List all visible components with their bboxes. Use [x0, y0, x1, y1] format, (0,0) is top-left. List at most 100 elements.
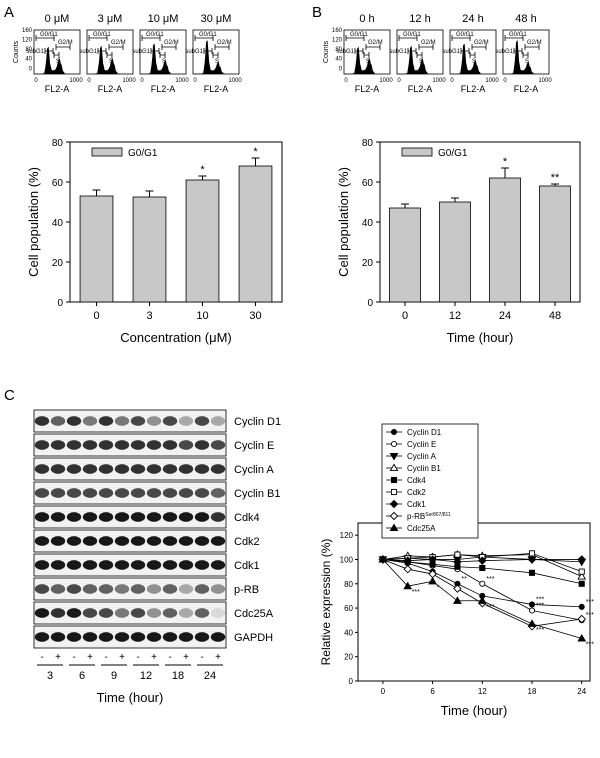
blot-band — [146, 440, 162, 450]
gate-g0g1 — [194, 35, 214, 41]
ytick-label: 80 — [52, 138, 64, 149]
blot-band — [98, 632, 114, 642]
histogram-xlabel: FL2-A — [151, 84, 176, 94]
blot-band — [114, 560, 130, 570]
blot-band — [162, 608, 178, 618]
significance-mark: * — [437, 584, 440, 591]
blot-band — [130, 608, 146, 618]
blot-band — [66, 464, 82, 474]
ytick-label: 80 — [344, 580, 353, 589]
blot-band — [210, 440, 226, 450]
gate-label-subg1: subG1 — [442, 49, 460, 55]
blot-band — [178, 512, 194, 522]
gate-subg1 — [407, 48, 417, 54]
gate-s — [522, 52, 529, 58]
series-marker — [577, 555, 586, 564]
ytick-label: 20 — [52, 258, 64, 269]
significance-mark: *** — [486, 604, 494, 611]
blot-band — [194, 632, 210, 642]
bar — [389, 207, 421, 303]
gate-label-g0g1: G0/G1 — [40, 32, 58, 38]
blot-label: Cyclin B1 — [234, 488, 280, 500]
series-cdc25a: ************* — [378, 554, 594, 648]
blot-band — [82, 512, 98, 522]
histogram-profile — [140, 43, 186, 74]
gate-g0g1 — [88, 35, 108, 41]
lane-sign: + — [87, 652, 93, 663]
histogram-xtick: 1000 — [228, 78, 242, 84]
blot-band — [98, 536, 114, 546]
blot-band — [210, 608, 226, 618]
series-marker — [389, 452, 399, 461]
blot-band — [130, 416, 146, 426]
blot-band — [178, 416, 194, 426]
x-axis-label: Time (hour) — [447, 330, 514, 345]
histogram-ytick: 0 — [339, 66, 343, 72]
histogram-profile — [503, 40, 549, 74]
histogram-title: 30 μM — [201, 13, 232, 25]
histogram-xtick: 1000 — [538, 78, 552, 84]
gate-s — [212, 52, 219, 58]
blot-band — [50, 512, 66, 522]
blot-strip — [33, 625, 227, 649]
gate-label-g2m: G2/M — [58, 40, 73, 46]
legend-label: Cdk4 — [407, 476, 426, 485]
legend-superscript: Ser807/811 — [425, 512, 451, 518]
blot-strip — [33, 409, 227, 433]
bar — [79, 195, 114, 303]
blot-band — [98, 608, 114, 618]
gate-subg1 — [150, 48, 160, 54]
series-marker — [528, 607, 536, 614]
blot-band — [210, 536, 226, 546]
significance-mark: * — [503, 156, 508, 168]
series-marker — [528, 569, 536, 576]
blot-band — [50, 608, 66, 618]
gate-g2m — [524, 44, 540, 50]
gate-label-g0g1: G0/G1 — [93, 32, 111, 38]
blot-band — [210, 416, 226, 426]
blot-x-axis-label: Time (hour) — [97, 690, 164, 705]
blot-label: p-RB — [234, 584, 259, 596]
series-marker — [528, 550, 536, 557]
bar-chart-time: 0 20 40 60 80 0 12 24 * 48 ** G0/G1 Time (hour) Cell … — [336, 138, 581, 345]
xtick-label: 30 — [249, 310, 261, 322]
significance-mark: *** — [412, 589, 420, 596]
series-marker — [479, 564, 486, 572]
histogram-ytick: 80 — [25, 47, 32, 53]
ytick-label: 100 — [340, 555, 354, 564]
xtick-label: 0 — [381, 687, 386, 696]
blot-band — [162, 560, 178, 570]
gate-g2m — [365, 44, 381, 50]
significance-mark: *** — [486, 576, 494, 583]
bar — [439, 201, 471, 303]
lane-sign: + — [119, 652, 125, 663]
series-marker — [389, 523, 399, 532]
series-marker — [389, 511, 399, 521]
gate-label-g0g1: G0/G1 — [456, 32, 474, 38]
gate-label-s: S — [366, 59, 370, 65]
blot-band — [98, 464, 114, 474]
blot-band — [114, 464, 130, 474]
gate-label-subg1: subG1 — [336, 49, 354, 55]
histogram-ytick: 120 — [22, 38, 33, 44]
series-marker — [578, 568, 585, 575]
gate-label-g2m: G2/M — [474, 40, 489, 46]
blot-band — [210, 488, 226, 498]
series-marker — [389, 499, 399, 509]
blot-band — [162, 584, 178, 594]
blot-band — [50, 560, 66, 570]
gate-s — [363, 52, 370, 58]
histogram-xlabel: FL2-A — [408, 84, 433, 94]
histogram-profile — [397, 45, 443, 74]
lane-sign: + — [151, 652, 157, 663]
significance-mark: *** — [536, 627, 544, 634]
histogram-ylabel: Counts — [13, 40, 20, 63]
blot-band — [146, 608, 162, 618]
bar — [489, 177, 521, 303]
histogram-ytick: 40 — [25, 57, 32, 63]
blot-band — [34, 536, 50, 546]
histogram-ytick: 160 — [22, 28, 33, 34]
blot-band — [162, 632, 178, 642]
blot-band — [98, 560, 114, 570]
